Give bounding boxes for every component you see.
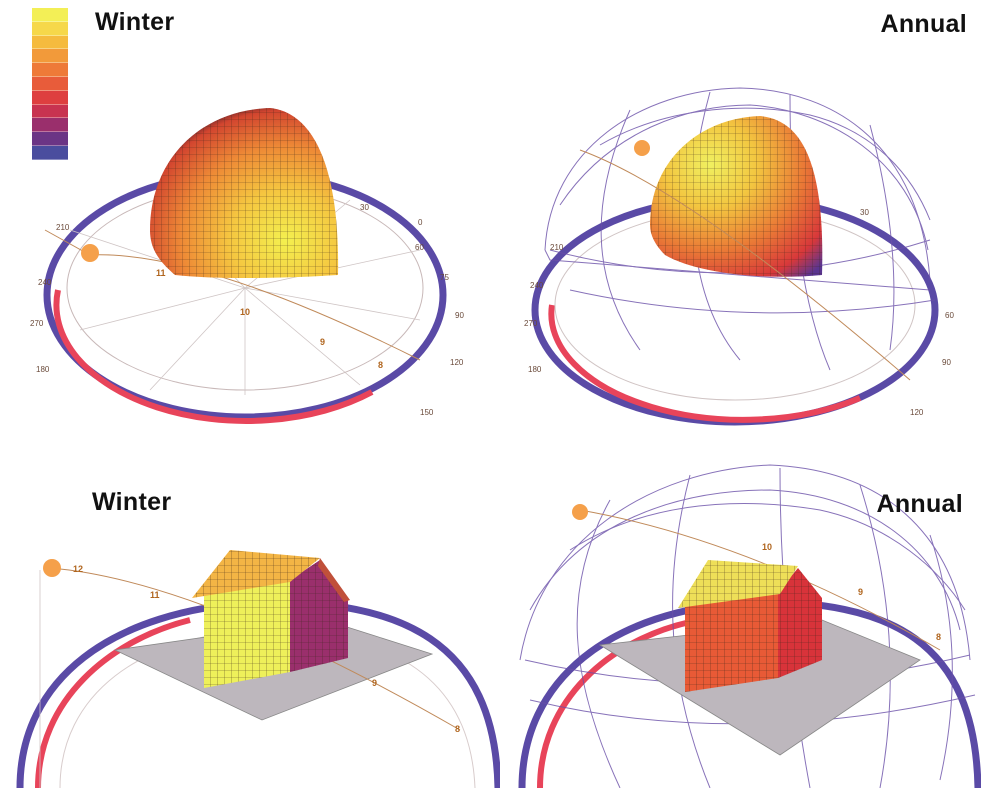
legend-swatch	[32, 35, 68, 50]
hour-label: 8	[455, 724, 460, 734]
azimuth-label: 240	[38, 278, 52, 287]
azimuth-label: 60	[945, 311, 954, 320]
azimuth-label: 210	[550, 243, 564, 252]
panel-annual-dome: 270 240 210 180 120 90 60 30 Annual	[490, 0, 981, 430]
base-ring-inner	[537, 619, 691, 788]
azimuth-label: 210	[56, 223, 70, 232]
hour-label: 12	[73, 564, 83, 574]
panel-title: Winter	[92, 488, 172, 516]
azimuth-label: 120	[450, 358, 464, 367]
legend-swatch	[32, 104, 68, 119]
azimuth-label: 0	[418, 218, 423, 227]
hour-label: 9	[320, 337, 325, 347]
legend-swatch	[32, 49, 68, 64]
hour-label: 9	[372, 678, 377, 688]
color-scale-legend	[32, 8, 68, 160]
hour-label: 8	[936, 632, 941, 642]
hour-label: 11	[156, 268, 166, 278]
panel-title: Annual	[880, 10, 967, 38]
azimuth-label: 30	[860, 208, 869, 217]
azimuth-label: 120	[910, 408, 924, 417]
legend-swatch	[32, 21, 68, 36]
hour-label: 10	[762, 542, 772, 552]
azimuth-label: 30	[360, 203, 369, 212]
hour-label: 11	[150, 590, 160, 600]
hour-label: 9	[858, 587, 863, 597]
panel-title: Winter	[95, 8, 175, 36]
legend-swatch	[32, 145, 68, 160]
azimuth-label: 90	[455, 311, 464, 320]
panel-winter-house: 12 11 9 8 Winter	[0, 460, 500, 788]
legend-swatch	[32, 76, 68, 91]
azimuth-label: 75	[440, 273, 449, 282]
legend-swatch	[32, 8, 68, 22]
azimuth-label: 270	[30, 319, 44, 328]
base-ring-inner	[35, 617, 191, 788]
azimuth-label: 90	[942, 358, 951, 367]
legend-swatch	[32, 118, 68, 133]
azimuth-label: 150	[420, 408, 434, 417]
azimuth-label: 270	[524, 319, 538, 328]
azimuth-label: 240	[530, 281, 544, 290]
base-ring-inner	[548, 304, 862, 423]
legend-swatch	[32, 132, 68, 146]
panel-winter-dome: 11 10 9 8 270 240 210 180 150 120 90 60 …	[0, 0, 490, 430]
hour-label: 8	[378, 360, 383, 370]
panel-title: Annual	[876, 490, 963, 518]
legend-swatch	[32, 63, 68, 77]
sun-icon	[81, 244, 99, 262]
base-ring-inner	[53, 289, 374, 424]
sun-icon	[572, 504, 588, 520]
sun-icon	[634, 140, 650, 156]
sun-path	[89, 254, 421, 361]
sun-icon	[43, 559, 61, 577]
legend-swatch	[32, 90, 68, 105]
hour-label: 10	[240, 307, 250, 317]
azimuth-label: 180	[528, 365, 542, 374]
azimuth-label: 60	[415, 243, 424, 252]
panel-annual-house: 10 9 8 Annual	[500, 460, 981, 788]
azimuth-label: 180	[36, 365, 50, 374]
